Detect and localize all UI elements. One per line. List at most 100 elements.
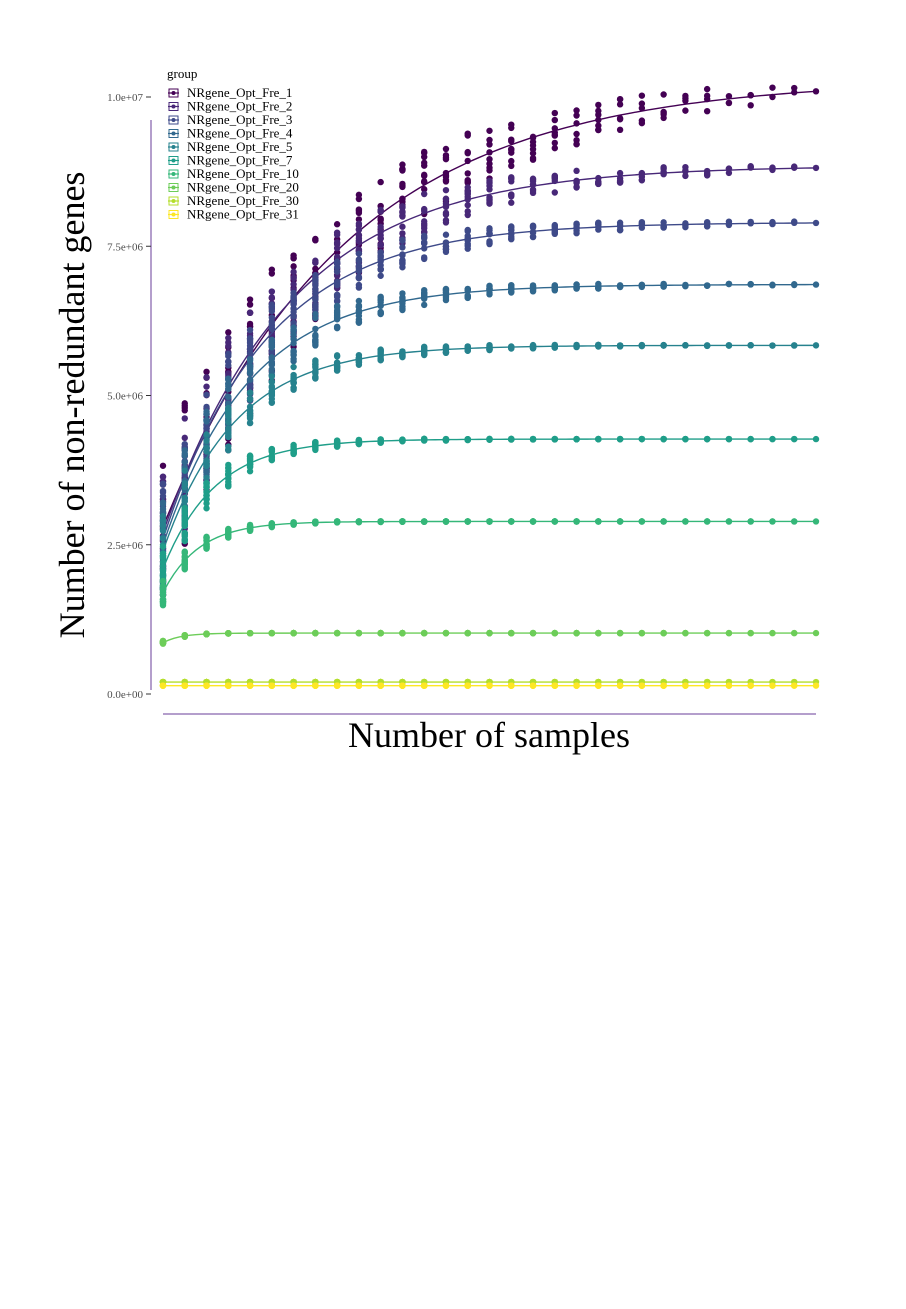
- data-point: [181, 514, 188, 522]
- data-point: [203, 437, 210, 445]
- data-point: [246, 301, 254, 308]
- data-point: [573, 220, 580, 227]
- data-point: [486, 345, 493, 353]
- data-point: [399, 167, 406, 174]
- data-point: [312, 271, 319, 279]
- data-point: [660, 109, 667, 117]
- data-point: [486, 182, 493, 190]
- data-point: [355, 302, 363, 309]
- data-point: [355, 250, 363, 257]
- data-point: [268, 520, 276, 528]
- data-point: [442, 195, 450, 203]
- data-point: [203, 444, 210, 452]
- data-point: [464, 208, 471, 215]
- data-point: [355, 281, 363, 289]
- data-point: [747, 102, 754, 109]
- data-point: [246, 362, 254, 370]
- data-point: [312, 259, 319, 266]
- data-point: [551, 344, 558, 351]
- data-point: [616, 227, 624, 234]
- legend-label: NRgene_Opt_Fre_10: [187, 166, 299, 181]
- legend-key-point: [171, 185, 176, 190]
- data-point: [203, 481, 210, 488]
- data-point: [290, 313, 297, 320]
- data-point: [377, 356, 384, 364]
- y-tick-label: 0.0e+00: [107, 689, 143, 701]
- data-point: [159, 480, 167, 487]
- series-NRgene_Opt_Fre_3: [159, 218, 820, 599]
- data-point: [268, 307, 276, 315]
- data-point: [159, 526, 167, 534]
- data-point: [181, 510, 188, 517]
- data-point: [333, 221, 341, 228]
- data-point: [769, 164, 776, 171]
- data-point: [616, 115, 624, 122]
- data-point: [616, 101, 624, 108]
- legend-key-point: [171, 118, 176, 122]
- data-point: [638, 218, 646, 226]
- data-point: [573, 107, 580, 114]
- data-point: [268, 373, 276, 380]
- data-point: [225, 375, 232, 382]
- data-point: [203, 374, 210, 381]
- data-point: [203, 403, 210, 411]
- data-point: [638, 100, 646, 107]
- data-point: [159, 596, 167, 603]
- data-point: [486, 127, 493, 134]
- legend-item: NRgene_Opt_Fre_20: [168, 180, 299, 195]
- data-point: [529, 175, 537, 182]
- data-point: [246, 357, 254, 364]
- data-point: [377, 241, 384, 249]
- data-point: [246, 415, 254, 422]
- series-line: [162, 344, 816, 551]
- data-point: [333, 293, 341, 301]
- data-point: [486, 136, 493, 144]
- data-point: [703, 92, 711, 100]
- data-point: [399, 230, 406, 237]
- data-point: [312, 314, 319, 322]
- series-NRgene_Opt_Fre_10: [159, 518, 820, 609]
- data-point: [203, 535, 210, 542]
- data-point: [225, 350, 232, 358]
- data-point: [246, 326, 254, 334]
- data-point: [616, 169, 624, 177]
- data-point: [421, 190, 428, 198]
- data-point: [377, 178, 384, 186]
- data-point: [529, 154, 537, 162]
- series-line: [162, 222, 817, 540]
- data-point: [333, 298, 341, 305]
- data-point: [377, 347, 384, 355]
- data-point: [181, 459, 188, 466]
- data-point: [246, 419, 254, 427]
- data-point: [246, 335, 254, 342]
- data-point: [399, 244, 406, 251]
- y-tick-label: 5.0e+06: [107, 391, 143, 403]
- data-point: [159, 462, 167, 469]
- data-point: [312, 336, 319, 344]
- data-point: [442, 343, 450, 350]
- data-point: [486, 194, 493, 201]
- data-point: [464, 170, 471, 177]
- data-point: [312, 286, 319, 293]
- data-point: [159, 473, 167, 480]
- data-point: [638, 104, 646, 112]
- data-point: [421, 234, 428, 241]
- data-point: [268, 384, 276, 391]
- legend-item: NRgene_Opt_Fre_31: [168, 207, 299, 222]
- data-point: [551, 109, 558, 117]
- data-point: [551, 223, 558, 230]
- data-point: [486, 283, 493, 290]
- data-point: [333, 258, 341, 265]
- series-NRgene_Opt_Fre_20: [159, 629, 820, 647]
- data-point: [399, 212, 406, 219]
- data-point: [725, 169, 733, 177]
- data-point: [442, 145, 450, 153]
- data-point: [421, 255, 428, 263]
- data-point: [508, 121, 515, 128]
- data-point: [551, 189, 558, 196]
- data-point: [181, 452, 188, 459]
- data-point: [290, 450, 297, 457]
- data-point: [421, 301, 428, 309]
- data-point: [551, 116, 558, 124]
- legend-item: NRgene_Opt_Fre_5: [168, 139, 292, 154]
